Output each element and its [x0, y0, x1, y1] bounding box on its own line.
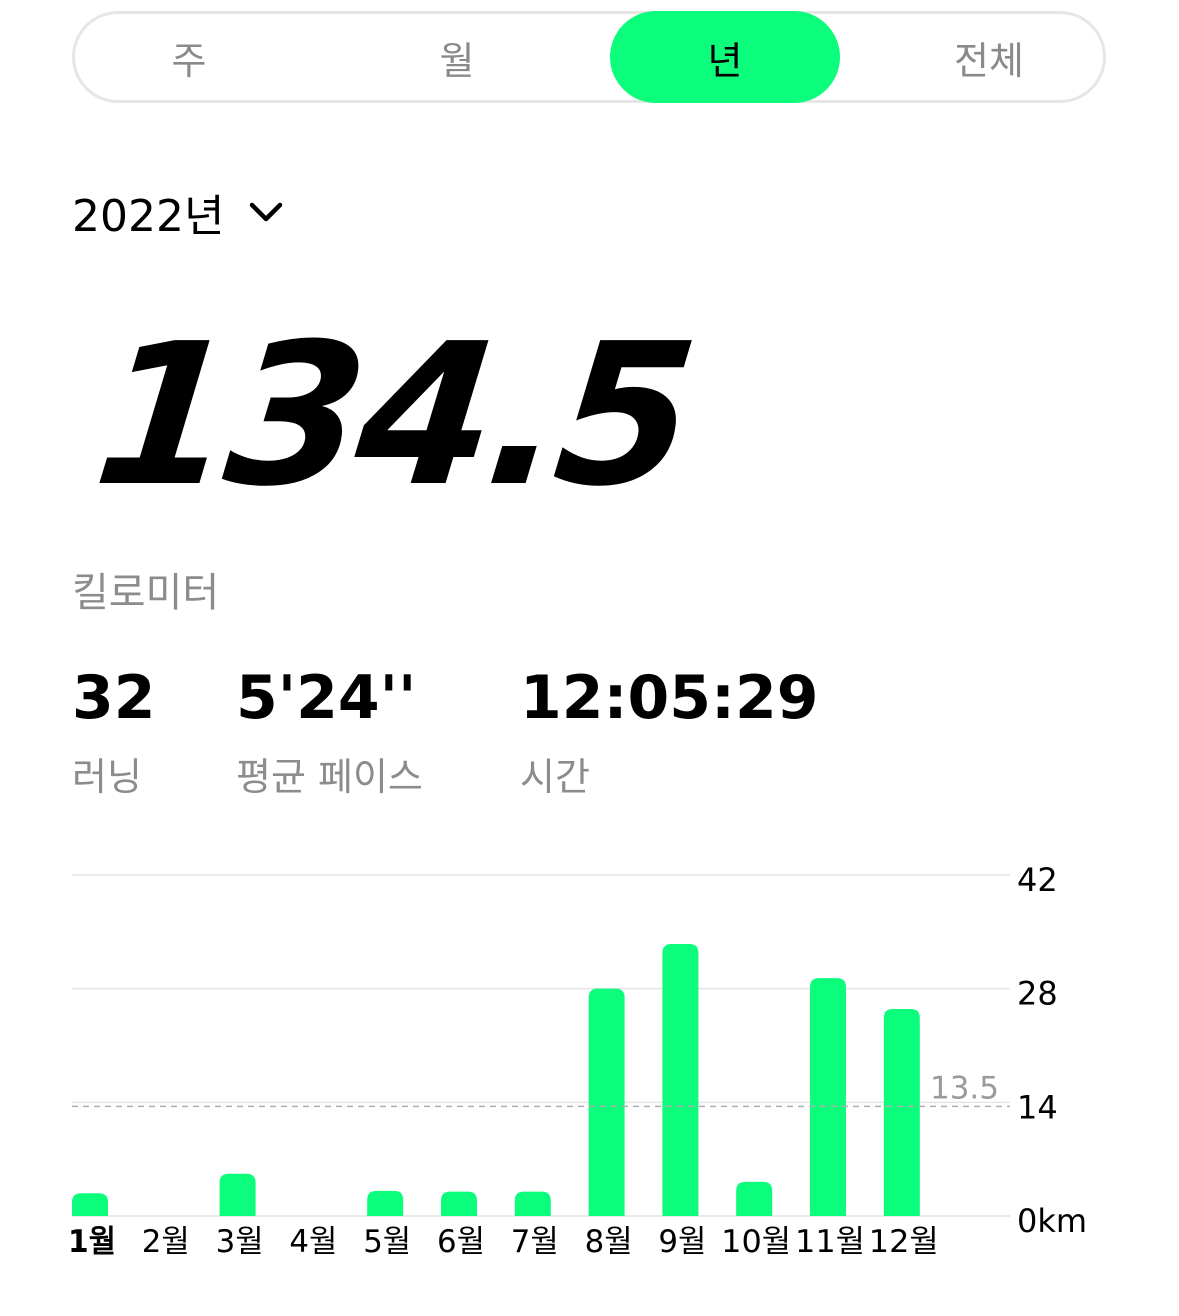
chevron-down-icon — [248, 200, 284, 224]
runs-stat: 32 러닝 — [72, 668, 156, 801]
total-time-label: 시간 — [520, 755, 590, 799]
total-time-value: 12:05:29 — [520, 663, 819, 733]
bar — [588, 988, 625, 1216]
x-tick-label: 7월 — [511, 1224, 559, 1260]
year-dropdown[interactable]: 2022년 — [72, 180, 284, 244]
period-segmented-control: 주 월 년 전체 — [72, 11, 1106, 103]
average-label: 13.5 — [930, 1070, 999, 1106]
runs-count: 32 — [72, 663, 156, 733]
distance-unit-label: 킬로미터 — [72, 570, 220, 616]
x-tick-label: 3월 — [216, 1224, 264, 1260]
y-tick-label: 14 — [1017, 1088, 1058, 1126]
x-tick-label: 1월 — [68, 1224, 116, 1260]
x-tick-label: 10월 — [721, 1224, 791, 1260]
x-tick-label: 2월 — [142, 1224, 190, 1260]
bar — [441, 1191, 477, 1216]
tab-month[interactable]: 월 — [439, 38, 475, 83]
bar — [72, 1193, 108, 1216]
total-distance-value: 134.5 — [86, 302, 700, 530]
runs-label: 러닝 — [72, 755, 142, 799]
monthly-distance-chart: 42 28 14 0km 1월 2월 3월 4월 5월 6월 7월 8월 9월 10월 11월 12월 13.5 — [68, 861, 1087, 1260]
bar — [810, 978, 846, 1216]
avg-pace-label: 평균 페이스 — [236, 755, 423, 799]
bar — [883, 1008, 920, 1216]
tab-year[interactable]: 년 — [610, 11, 840, 103]
time-stat: 12:05:29 시간 — [520, 668, 818, 801]
x-tick-label: 4월 — [289, 1224, 337, 1260]
x-tick-label: 5월 — [363, 1224, 411, 1260]
tab-all[interactable]: 전체 — [954, 38, 1024, 83]
bar — [514, 1191, 551, 1216]
bar — [662, 944, 699, 1216]
bar — [367, 1190, 404, 1216]
y-tick-label: 0km — [1017, 1202, 1087, 1240]
y-tick-label: 42 — [1017, 861, 1058, 899]
x-tick-label: 11월 — [795, 1224, 865, 1260]
year-label: 2022년 — [72, 191, 225, 242]
bar — [219, 1173, 256, 1216]
x-tick-label: 6월 — [437, 1224, 485, 1260]
x-tick-label: 12월 — [869, 1224, 939, 1260]
pace-stat: 5'24'' 평균 페이스 — [236, 668, 423, 801]
avg-pace-value: 5'24'' — [236, 663, 417, 733]
bar — [736, 1181, 773, 1216]
x-tick-label: 9월 — [658, 1224, 706, 1260]
tab-week[interactable]: 주 — [171, 38, 207, 83]
y-tick-label: 28 — [1017, 975, 1058, 1013]
x-tick-label: 8월 — [585, 1224, 633, 1260]
